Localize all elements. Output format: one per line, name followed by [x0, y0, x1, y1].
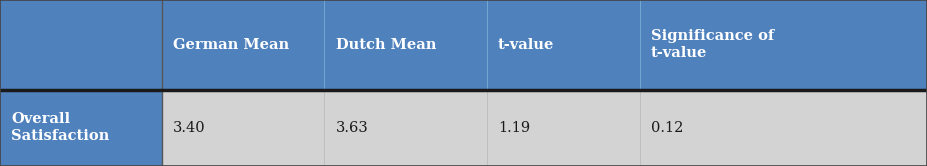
Bar — [162, 0, 324, 90]
Bar — [0, 90, 162, 166]
Text: 0.12: 0.12 — [651, 121, 683, 135]
Text: Dutch Mean: Dutch Mean — [336, 38, 436, 52]
Text: 3.63: 3.63 — [336, 121, 368, 135]
Bar — [640, 0, 927, 90]
Bar — [324, 0, 487, 90]
Bar — [0, 0, 162, 90]
Text: 1.19: 1.19 — [498, 121, 530, 135]
Text: 3.40: 3.40 — [173, 121, 206, 135]
Bar — [487, 90, 640, 166]
Text: German Mean: German Mean — [173, 38, 289, 52]
Bar — [487, 0, 640, 90]
Bar — [324, 90, 487, 166]
Text: t-value: t-value — [498, 38, 554, 52]
Bar — [162, 90, 324, 166]
Text: Significance of
t-value: Significance of t-value — [651, 29, 774, 60]
Text: Overall
Satisfaction: Overall Satisfaction — [11, 112, 109, 143]
Bar — [640, 90, 927, 166]
